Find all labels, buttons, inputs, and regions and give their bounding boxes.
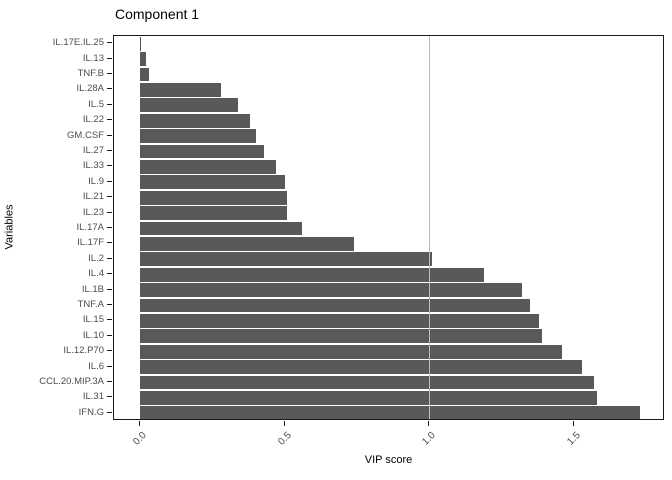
y-tick-label: TNF.B: [77, 68, 104, 79]
y-tick-label: IL.27: [82, 145, 104, 156]
y-tick-label: IL.33: [82, 160, 104, 172]
x-tick: [572, 421, 574, 426]
bar-IL.9: [140, 175, 285, 190]
y-axis: IL.17E.IL.25 IL.13 TNF.B IL.28A IL.5 IL.22 GM.…: [0, 35, 113, 420]
bar-IL.13: [140, 52, 146, 67]
bar-IL.12.P70: [140, 344, 563, 359]
bar-TNF.B: [140, 67, 149, 82]
y-tick-label: IL.6: [88, 360, 104, 372]
bar-IFN.G: [140, 406, 641, 419]
y-tick-label: IL.17F: [77, 237, 104, 249]
reference-line: [428, 36, 430, 419]
y-tick: [107, 73, 112, 74]
y-tick: [107, 288, 112, 290]
y-tick-label: IFN.G: [78, 406, 104, 418]
y-tick: [107, 334, 112, 336]
y-tick-label: IL.5: [88, 98, 104, 110]
bar-IL.15: [140, 313, 539, 328]
y-tick: [107, 319, 112, 321]
y-tick-label: IL.22: [82, 114, 104, 126]
y-tick: [107, 88, 112, 90]
x-tick-label: 1.5: [564, 430, 583, 448]
y-tick: [107, 396, 112, 398]
x-tick: [428, 421, 430, 426]
y-tick-label: IL.23: [82, 206, 104, 218]
y-tick: [107, 119, 112, 121]
bars-container: [114, 36, 663, 419]
y-tick: [107, 242, 112, 244]
x-tick: [139, 421, 141, 426]
y-tick: [107, 381, 112, 382]
y-tick-label: GM.CSF: [67, 129, 104, 141]
bar-IL.31: [140, 390, 597, 405]
y-tick-label: IL.17A: [76, 222, 104, 233]
y-tick-label: IL.15: [82, 314, 104, 326]
y-tick-label: IL.13: [82, 52, 104, 64]
y-tick: [107, 180, 112, 182]
bar-IL.21: [140, 190, 288, 205]
x-tick-label: 1.0: [420, 430, 438, 448]
y-tick: [107, 103, 112, 105]
bar-IL.17E.IL.25: [140, 36, 142, 51]
y-tick: [107, 42, 112, 44]
x-tick: [283, 421, 285, 426]
bar-IL.33: [140, 159, 276, 174]
bar-IL.4: [140, 267, 485, 282]
bar-IL.6: [140, 360, 583, 375]
bar-TNF.A: [140, 298, 531, 313]
y-tick-label: IL.21: [82, 191, 104, 203]
y-tick: [107, 257, 112, 259]
y-tick: [107, 134, 112, 136]
chart-title: Component 1: [115, 6, 200, 22]
y-tick: [107, 350, 112, 352]
bar-IL.2: [140, 252, 432, 267]
y-tick-label: TNF.A: [77, 299, 104, 310]
bar-IL.5: [140, 98, 239, 113]
y-tick-label: IL.2: [88, 252, 104, 264]
plot-panel: [113, 35, 664, 420]
bar-IL.10: [140, 329, 542, 344]
y-tick: [107, 273, 112, 275]
y-tick-label: CCL.20.MIP.3A: [39, 376, 104, 387]
y-tick-label: IL.4: [88, 268, 104, 280]
x-tick-label: 0.0: [131, 430, 149, 448]
y-tick-label: IL.31: [82, 391, 104, 403]
bar-GM.CSF: [140, 129, 256, 144]
y-tick: [107, 165, 112, 167]
y-tick: [107, 211, 112, 213]
y-tick-label: IL.9: [88, 175, 104, 187]
y-tick-label: IL.1B: [81, 283, 104, 295]
bar-IL.17F: [140, 236, 354, 251]
bar-IL.17A: [140, 221, 302, 236]
y-tick: [107, 196, 112, 198]
y-tick: [107, 227, 112, 228]
y-tick: [107, 411, 112, 413]
y-tick: [107, 365, 112, 367]
bar-IL.27: [140, 144, 265, 159]
bar-IL.23: [140, 206, 288, 221]
x-axis-title: VIP score: [364, 454, 413, 466]
bar-IL.22: [140, 113, 250, 128]
bar-CCL.20.MIP.3A: [140, 375, 594, 390]
bar-IL.28A: [140, 82, 221, 97]
y-tick-label: IL.12.P70: [63, 345, 104, 357]
bar-IL.1B: [140, 283, 522, 298]
x-axis: 0.0 0.5 1.0 1.5: [113, 420, 664, 480]
y-tick-label: IL.17E.IL.25: [52, 37, 104, 49]
y-tick-label: IL.10: [82, 329, 104, 341]
y-tick: [107, 150, 112, 151]
y-tick: [107, 57, 112, 59]
y-tick-label: IL.28A: [76, 83, 104, 95]
y-tick: [107, 304, 112, 305]
x-tick-label: 0.5: [275, 430, 294, 448]
